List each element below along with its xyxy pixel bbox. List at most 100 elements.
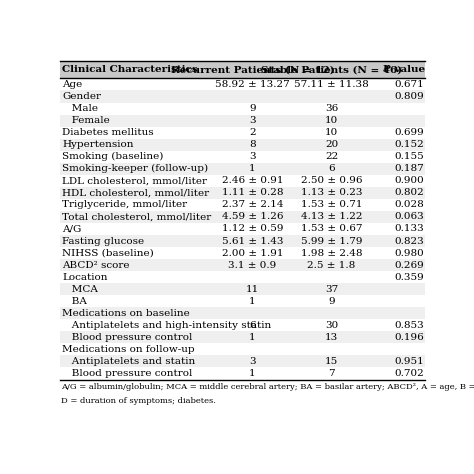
Text: 0.155: 0.155: [394, 152, 424, 161]
Text: Total cholesterol, mmol/liter: Total cholesterol, mmol/liter: [62, 212, 211, 221]
Bar: [60, 138, 426, 151]
Text: 1.98 ± 2.48: 1.98 ± 2.48: [301, 248, 362, 257]
Text: Gender: Gender: [62, 92, 101, 101]
Bar: [60, 223, 426, 235]
Text: Triglyceride, mmol/liter: Triglyceride, mmol/liter: [62, 201, 187, 210]
Bar: [60, 235, 426, 247]
Text: Fasting glucose: Fasting glucose: [62, 237, 144, 246]
Bar: [60, 151, 426, 163]
Text: 0.196: 0.196: [394, 333, 424, 342]
Text: 1.53 ± 0.67: 1.53 ± 0.67: [301, 225, 362, 234]
Bar: [60, 163, 426, 175]
Text: 2.00 ± 1.91: 2.00 ± 1.91: [222, 248, 283, 257]
Text: Female: Female: [62, 116, 110, 125]
Text: 3: 3: [249, 152, 256, 161]
Text: Hypertension: Hypertension: [62, 140, 134, 149]
Bar: [60, 187, 426, 199]
Text: 11: 11: [246, 285, 259, 294]
Bar: [60, 78, 426, 91]
Text: 0.269: 0.269: [394, 261, 424, 270]
Text: A/G: A/G: [62, 225, 82, 234]
Bar: [60, 175, 426, 187]
Text: Male: Male: [62, 104, 98, 113]
Text: P value: P value: [383, 65, 426, 74]
Text: 9: 9: [249, 104, 256, 113]
Text: 2.5 ± 1.8: 2.5 ± 1.8: [307, 261, 356, 270]
Text: 9: 9: [328, 297, 335, 306]
Text: 6: 6: [328, 164, 335, 173]
Text: 0.980: 0.980: [394, 248, 424, 257]
Text: Stable Patients (N = 46): Stable Patients (N = 46): [261, 65, 402, 74]
Bar: [60, 91, 426, 102]
Text: 20: 20: [325, 140, 338, 149]
Text: 2.46 ± 0.91: 2.46 ± 0.91: [222, 176, 283, 185]
Text: 10: 10: [325, 116, 338, 125]
Text: ABCD² score: ABCD² score: [62, 261, 130, 270]
Text: Clinical Characteristics: Clinical Characteristics: [62, 65, 198, 74]
Text: 0.900: 0.900: [394, 176, 424, 185]
Text: Smoking-keeper (follow-up): Smoking-keeper (follow-up): [62, 164, 208, 173]
Text: HDL cholesterol, mmol/liter: HDL cholesterol, mmol/liter: [62, 188, 210, 197]
Text: 58.92 ± 13.27: 58.92 ± 13.27: [215, 80, 290, 89]
Bar: [60, 247, 426, 259]
Text: Medications on baseline: Medications on baseline: [62, 309, 190, 318]
Text: 0.809: 0.809: [394, 92, 424, 101]
Bar: [60, 356, 426, 367]
Text: MCA: MCA: [62, 285, 98, 294]
Bar: [60, 295, 426, 307]
Text: 0.063: 0.063: [394, 212, 424, 221]
Text: 4.13 ± 1.22: 4.13 ± 1.22: [301, 212, 362, 221]
Text: 36: 36: [325, 104, 338, 113]
Text: 22: 22: [325, 152, 338, 161]
Text: 0.802: 0.802: [394, 188, 424, 197]
Text: 13: 13: [325, 333, 338, 342]
Text: 1: 1: [249, 164, 256, 173]
Text: Antiplatelets and high-intensity statin: Antiplatelets and high-intensity statin: [62, 321, 272, 330]
Text: 1: 1: [249, 333, 256, 342]
Text: 57.11 ± 11.38: 57.11 ± 11.38: [294, 80, 369, 89]
Text: 37: 37: [325, 285, 338, 294]
Text: 1: 1: [249, 369, 256, 378]
Text: 0.152: 0.152: [394, 140, 424, 149]
Bar: [60, 211, 426, 223]
Bar: [60, 199, 426, 211]
Text: 5.61 ± 1.43: 5.61 ± 1.43: [222, 237, 283, 246]
Bar: [60, 343, 426, 356]
Text: Age: Age: [62, 80, 82, 89]
Text: 0.853: 0.853: [394, 321, 424, 330]
Bar: [60, 331, 426, 343]
Text: 0.702: 0.702: [394, 369, 424, 378]
Text: 0.671: 0.671: [394, 80, 424, 89]
Text: 1.11 ± 0.28: 1.11 ± 0.28: [222, 188, 283, 197]
Text: 1.12 ± 0.59: 1.12 ± 0.59: [222, 225, 283, 234]
Text: 0.951: 0.951: [394, 357, 424, 366]
Text: 15: 15: [325, 357, 338, 366]
Bar: [60, 283, 426, 295]
Text: 2: 2: [249, 128, 256, 137]
Text: Blood pressure control: Blood pressure control: [62, 369, 192, 378]
Text: 2.37 ± 2.14: 2.37 ± 2.14: [222, 201, 283, 210]
Text: Antiplatelets and statin: Antiplatelets and statin: [62, 357, 195, 366]
Bar: [60, 307, 426, 319]
Text: Blood pressure control: Blood pressure control: [62, 333, 192, 342]
Text: LDL cholesterol, mmol/liter: LDL cholesterol, mmol/liter: [62, 176, 207, 185]
Text: 0.028: 0.028: [394, 201, 424, 210]
Bar: [60, 271, 426, 283]
Text: Recurrent Patients (N = 12): Recurrent Patients (N = 12): [171, 65, 334, 74]
Text: A/G = albumin/globulin; MCA = middle cerebral artery; BA = basilar artery; ABCD²: A/G = albumin/globulin; MCA = middle cer…: [61, 383, 474, 391]
Text: 1.53 ± 0.71: 1.53 ± 0.71: [301, 201, 362, 210]
Text: 3: 3: [249, 357, 256, 366]
Text: 2.50 ± 0.96: 2.50 ± 0.96: [301, 176, 362, 185]
Text: 6: 6: [249, 321, 256, 330]
Text: 0.359: 0.359: [394, 273, 424, 282]
Text: Smoking (baseline): Smoking (baseline): [62, 152, 164, 161]
Text: D = duration of symptoms; diabetes.: D = duration of symptoms; diabetes.: [61, 397, 216, 405]
Bar: [60, 319, 426, 331]
Text: 30: 30: [325, 321, 338, 330]
Text: 4.59 ± 1.26: 4.59 ± 1.26: [222, 212, 283, 221]
Bar: [60, 115, 426, 127]
Text: 3.1 ± 0.9: 3.1 ± 0.9: [228, 261, 277, 270]
Bar: [60, 367, 426, 380]
Bar: [60, 127, 426, 138]
Text: Diabetes mellitus: Diabetes mellitus: [62, 128, 154, 137]
